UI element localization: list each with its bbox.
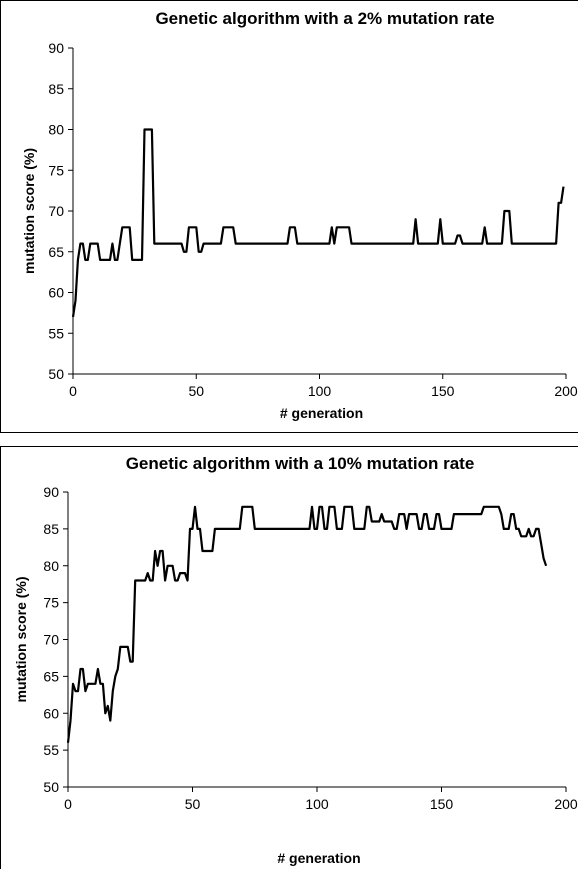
y-tick-label: 75	[48, 162, 64, 178]
y-tick-label: 50	[43, 779, 59, 795]
x-tick-label: 150	[430, 796, 454, 812]
x-tick-label: 150	[431, 383, 455, 399]
x-tick-label: 100	[308, 383, 332, 399]
y-tick-label: 80	[43, 558, 59, 574]
y-tick-label: 65	[43, 668, 59, 684]
x-tick-label: 50	[185, 796, 201, 812]
y-tick-label: 60	[48, 285, 64, 301]
x-tick-label: 100	[305, 796, 329, 812]
x-tick-label: 0	[64, 796, 72, 812]
x-axis-label: # generation	[277, 850, 360, 866]
y-axis-label: mutation score (%)	[21, 148, 37, 274]
chart-title: Genetic algorithm with a 10% mutation ra…	[126, 454, 475, 473]
series-line	[66, 505, 548, 743]
y-tick-label: 80	[48, 122, 64, 138]
y-tick-label: 85	[48, 81, 64, 97]
x-tick-label: 50	[188, 383, 204, 399]
frame-top	[0, 446, 578, 447]
y-tick-label: 90	[48, 40, 64, 56]
chart-mutation-10pct: Genetic algorithm with a 10% mutation ra…	[13, 454, 578, 866]
frame-left	[0, 0, 1, 433]
y-tick-label: 70	[43, 632, 59, 648]
y-tick-label: 90	[43, 484, 59, 500]
y-tick-label: 70	[48, 203, 64, 219]
y-tick-label: 55	[48, 325, 64, 341]
x-tick-label: 200	[554, 383, 578, 399]
y-tick-label: 65	[48, 244, 64, 260]
y-axis-label: mutation score (%)	[13, 576, 29, 702]
chart-panel-bottom: Genetic algorithm with a 10% mutation ra…	[0, 446, 578, 869]
chart-panel-top: Genetic algorithm with a 2% mutation rat…	[0, 0, 578, 433]
y-tick-label: 50	[48, 366, 64, 382]
y-tick-label: 60	[43, 705, 59, 721]
y-tick-label: 85	[43, 521, 59, 537]
chart-title: Genetic algorithm with a 2% mutation rat…	[155, 9, 494, 28]
x-tick-label: 200	[554, 796, 578, 812]
frame-bottom	[0, 432, 578, 433]
frame-top	[0, 0, 578, 1]
y-tick-label: 75	[43, 595, 59, 611]
chart-mutation-2pct: Genetic algorithm with a 2% mutation rat…	[21, 9, 578, 421]
series-line	[71, 128, 565, 318]
y-tick-label: 55	[43, 742, 59, 758]
x-tick-label: 0	[69, 383, 77, 399]
frame-left	[0, 446, 1, 869]
x-axis-label: # generation	[280, 405, 363, 421]
